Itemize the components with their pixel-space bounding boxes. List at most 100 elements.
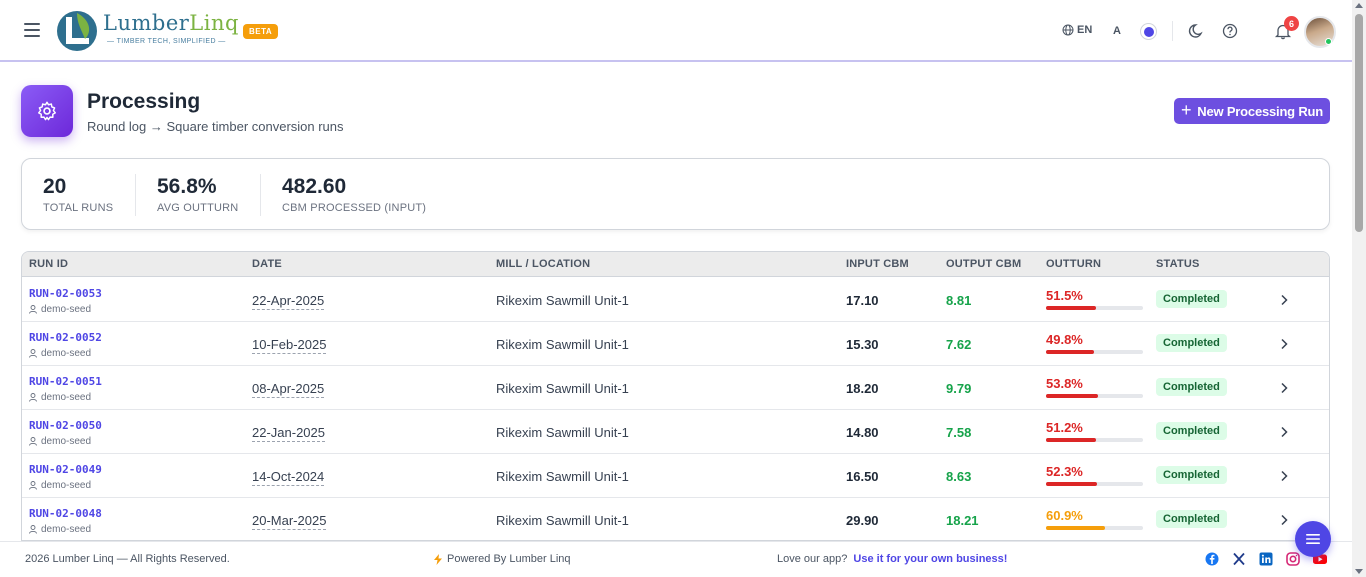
column-header-outturn[interactable]: OUTTURN xyxy=(1046,258,1102,270)
use-for-business-link[interactable]: Use it for your own business! xyxy=(853,553,1008,565)
x-icon[interactable] xyxy=(1231,551,1247,567)
language-selector[interactable]: EN xyxy=(1062,24,1092,36)
mill-location: Rikexim Sawmill Unit-1 xyxy=(496,381,629,396)
stat-divider xyxy=(135,174,136,216)
output-cbm: 8.81 xyxy=(946,293,972,308)
youtube-icon[interactable] xyxy=(1312,551,1328,567)
page-footer: 2026 Lumber Linq — All Rights Reserved. … xyxy=(0,541,1352,577)
scrollbar-thumb[interactable] xyxy=(1355,14,1363,232)
chevron-right-icon[interactable] xyxy=(1277,293,1291,307)
outturn-progress-bar xyxy=(1046,438,1143,442)
run-creator: demo-seed xyxy=(29,348,91,359)
table-row[interactable]: RUN-02-0051 demo-seed 08-Apr-2025 Rikexim S… xyxy=(22,366,1329,410)
run-creator: demo-seed xyxy=(29,392,91,403)
output-cbm: 8.63 xyxy=(946,469,972,484)
status-badge: Completed xyxy=(1156,334,1227,352)
outturn-progress-fill xyxy=(1046,306,1096,310)
run-id-link[interactable]: RUN-02-0049 xyxy=(29,463,102,476)
instagram-icon[interactable] xyxy=(1285,551,1301,567)
user-icon xyxy=(29,349,37,358)
brand-logo[interactable]: LumberLinq — TIMBER TECH, SIMPLIFIED — xyxy=(55,9,238,55)
chevron-right-icon[interactable] xyxy=(1277,381,1291,395)
social-links xyxy=(1204,551,1328,567)
outturn-progress-bar xyxy=(1046,394,1143,398)
run-date: 14-Oct-2024 xyxy=(252,469,325,486)
output-cbm: 18.21 xyxy=(946,513,979,528)
output-cbm: 7.62 xyxy=(946,337,972,352)
user-icon xyxy=(29,305,37,314)
page-header-icon xyxy=(21,85,73,137)
stat-label: TOTAL RUNS xyxy=(43,202,114,214)
table-row[interactable]: RUN-02-0049 demo-seed 14-Oct-2024 Rikexim S… xyxy=(22,454,1329,498)
online-status-dot xyxy=(1325,38,1332,45)
creator-name: demo-seed xyxy=(41,392,92,403)
stat-label: AVG OUTTURN xyxy=(157,202,239,214)
notification-count-badge: 6 xyxy=(1284,16,1299,31)
table-row[interactable]: RUN-02-0050 demo-seed 22-Jan-2025 Rikexim S… xyxy=(22,410,1329,454)
run-date: 08-Apr-2025 xyxy=(252,381,325,398)
new-processing-run-label: New Processing Run xyxy=(1197,103,1324,119)
page-scrollbar[interactable] xyxy=(1352,0,1366,577)
stat-avg-outturn: 56.8% AVG OUTTURN xyxy=(157,175,238,214)
theme-color-picker[interactable] xyxy=(1140,23,1157,40)
column-header-run-id[interactable]: RUN ID xyxy=(29,258,69,270)
stat-value: 20 xyxy=(43,175,67,198)
scroll-up-arrow-icon[interactable] xyxy=(1355,3,1363,8)
run-date: 20-Mar-2025 xyxy=(252,513,327,530)
chat-button[interactable] xyxy=(1295,521,1331,557)
linkedin-icon[interactable] xyxy=(1258,551,1274,567)
outturn-value: 52.3% xyxy=(1046,464,1083,479)
user-icon xyxy=(29,481,37,490)
table-header: RUN ID DATE MILL / LOCATION INPUT CBM OU… xyxy=(22,252,1329,277)
chevron-right-icon[interactable] xyxy=(1277,337,1291,351)
run-id-link[interactable]: RUN-02-0051 xyxy=(29,375,102,388)
run-id-link[interactable]: RUN-02-0052 xyxy=(29,331,102,344)
creator-name: demo-seed xyxy=(41,480,92,491)
run-id-link[interactable]: RUN-02-0048 xyxy=(29,507,102,520)
run-id-link[interactable]: RUN-02-0053 xyxy=(29,287,102,300)
column-header-status[interactable]: STATUS xyxy=(1156,258,1200,270)
chevron-right-icon[interactable] xyxy=(1277,469,1291,483)
scroll-down-arrow-icon[interactable] xyxy=(1355,569,1363,574)
font-size-toggle[interactable]: A xyxy=(1113,25,1121,37)
gear-icon xyxy=(38,101,56,121)
output-cbm: 7.58 xyxy=(946,425,972,440)
help-icon[interactable] xyxy=(1221,22,1239,40)
run-creator: demo-seed xyxy=(29,436,91,447)
outturn-cell: 53.8% xyxy=(1046,376,1143,398)
moon-icon[interactable] xyxy=(1188,22,1206,40)
column-header-mill[interactable]: MILL / LOCATION xyxy=(496,258,591,270)
input-cbm: 29.90 xyxy=(846,513,879,528)
run-creator: demo-seed xyxy=(29,480,91,491)
brand-tagline: — TIMBER TECH, SIMPLIFIED — xyxy=(107,38,226,45)
outturn-progress-bar xyxy=(1046,306,1143,310)
powered-by-text: Powered By Lumber Linq xyxy=(447,553,571,565)
new-processing-run-button[interactable]: + New Processing Run xyxy=(1174,98,1330,124)
run-id-link[interactable]: RUN-02-0050 xyxy=(29,419,102,432)
outturn-cell: 51.2% xyxy=(1046,420,1143,442)
chevron-right-icon[interactable] xyxy=(1277,425,1291,439)
outturn-cell: 51.5% xyxy=(1046,288,1143,310)
user-icon xyxy=(29,437,37,446)
facebook-icon[interactable] xyxy=(1204,551,1220,567)
color-dot-icon xyxy=(1143,26,1154,37)
page-title: Processing xyxy=(87,90,201,113)
status-badge: Completed xyxy=(1156,466,1227,484)
table-row[interactable]: RUN-02-0048 demo-seed 20-Mar-2025 Rikexim S… xyxy=(22,498,1329,540)
brand-name: LumberLinq xyxy=(103,11,239,35)
column-header-input-cbm[interactable]: INPUT CBM xyxy=(846,258,909,270)
chevron-right-icon[interactable] xyxy=(1277,513,1291,527)
outturn-value: 51.2% xyxy=(1046,420,1083,435)
menu-icon[interactable] xyxy=(24,23,40,37)
chat-icon xyxy=(1306,534,1320,544)
column-header-date[interactable]: DATE xyxy=(252,258,282,270)
input-cbm: 16.50 xyxy=(846,469,879,484)
column-header-output-cbm[interactable]: OUTPUT CBM xyxy=(946,258,1022,270)
outturn-progress-bar xyxy=(1046,350,1143,354)
stat-value: 56.8% xyxy=(157,175,217,198)
table-row[interactable]: RUN-02-0053 demo-seed 22-Apr-2025 Rikexim S… xyxy=(22,278,1329,322)
outturn-cell: 49.8% xyxy=(1046,332,1143,354)
mill-location: Rikexim Sawmill Unit-1 xyxy=(496,469,629,484)
processing-runs-table: RUN ID DATE MILL / LOCATION INPUT CBM OU… xyxy=(21,251,1330,541)
table-row[interactable]: RUN-02-0052 demo-seed 10-Feb-2025 Rikexim S… xyxy=(22,322,1329,366)
